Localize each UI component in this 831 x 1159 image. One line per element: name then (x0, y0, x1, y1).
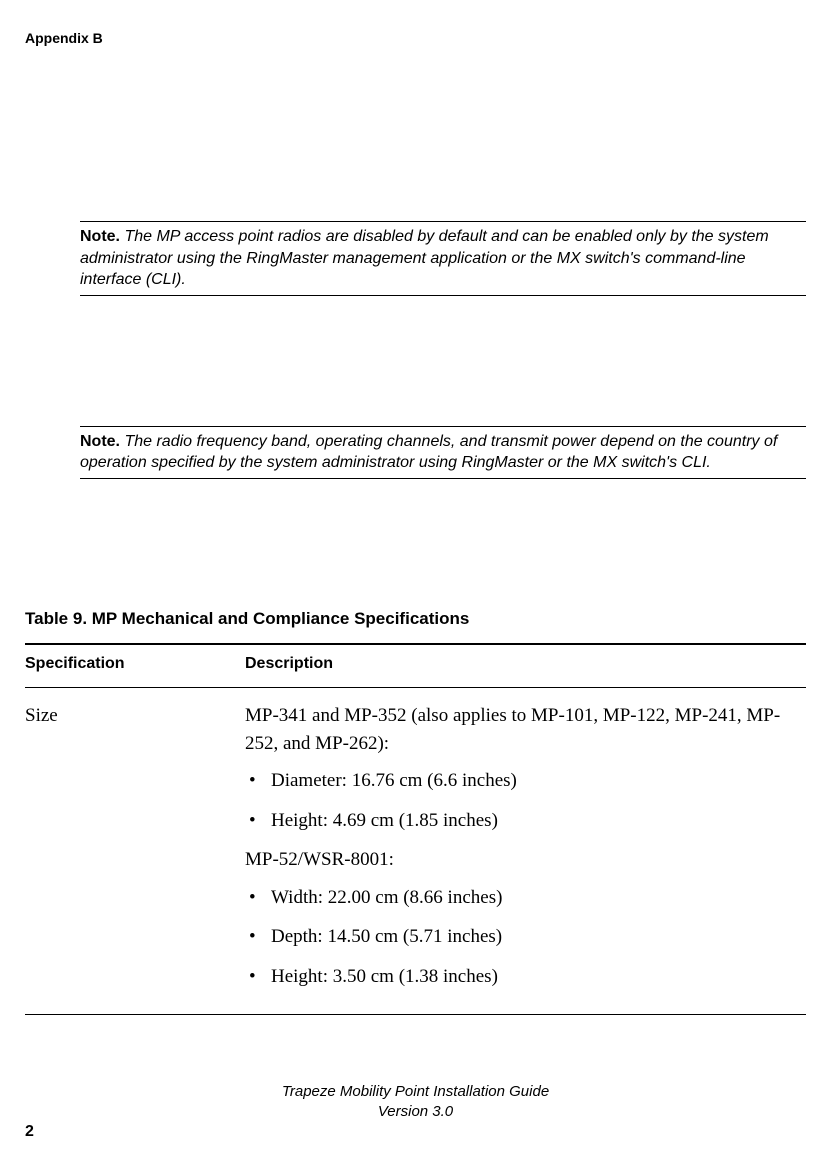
cell-description: MP-341 and MP-352 (also applies to MP-10… (245, 687, 806, 1014)
note-label: Note. (80, 433, 120, 450)
note-text: The radio frequency band, operating chan… (80, 433, 777, 472)
desc-list: Width: 22.00 cm (8.66 inches) Depth: 14.… (245, 884, 806, 991)
table-header-row: Specification Description (25, 644, 806, 688)
list-item: Diameter: 16.76 cm (6.6 inches) (245, 767, 806, 795)
note-text: The MP access point radios are disabled … (80, 228, 769, 288)
desc-list: Diameter: 16.76 cm (6.6 inches) Height: … (245, 767, 806, 834)
table-row: Size MP-341 and MP-352 (also applies to … (25, 687, 806, 1014)
table-caption: Table 9. MP Mechanical and Compliance Sp… (25, 609, 806, 629)
spec-table: Specification Description Size MP-341 an… (25, 643, 806, 1015)
appendix-header: Appendix B (25, 30, 806, 46)
desc-paragraph: MP-52/WSR-8001: (245, 846, 806, 874)
page-footer: Trapeze Mobility Point Installation Guid… (0, 1082, 831, 1121)
list-item: Height: 4.69 cm (1.85 inches) (245, 807, 806, 835)
note-label: Note. (80, 228, 120, 245)
page-number: 2 (25, 1123, 34, 1141)
col-header-specification: Specification (25, 644, 245, 688)
list-item: Height: 3.50 cm (1.38 inches) (245, 963, 806, 991)
note-block-1: Note. The MP access point radios are dis… (80, 221, 806, 296)
footer-title: Trapeze Mobility Point Installation Guid… (0, 1082, 831, 1102)
list-item: Depth: 14.50 cm (5.71 inches) (245, 923, 806, 951)
cell-specification: Size (25, 687, 245, 1014)
col-header-description: Description (245, 644, 806, 688)
desc-paragraph: MP-341 and MP-352 (also applies to MP-10… (245, 702, 806, 757)
footer-version: Version 3.0 (0, 1102, 831, 1122)
list-item: Width: 22.00 cm (8.66 inches) (245, 884, 806, 912)
note-block-2: Note. The radio frequency band, operatin… (80, 426, 806, 479)
